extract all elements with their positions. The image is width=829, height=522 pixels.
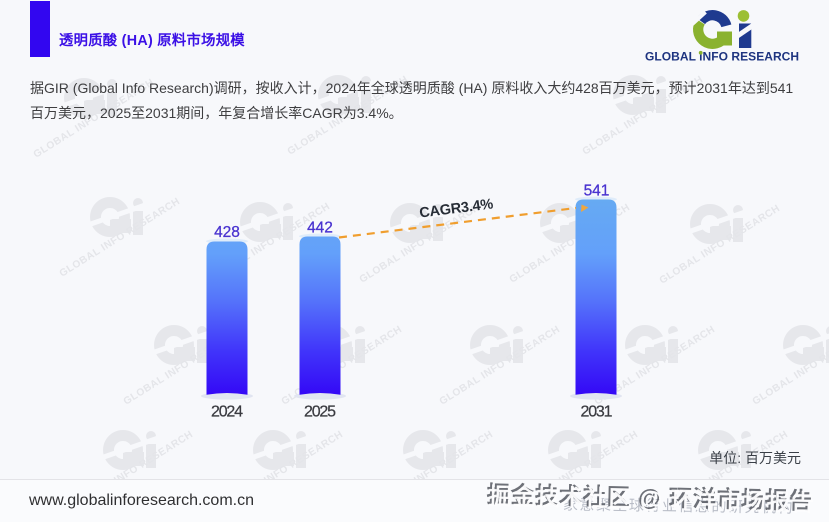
svg-text:541: 541 xyxy=(584,183,610,200)
svg-text:CAGR3.4%: CAGR3.4% xyxy=(418,196,494,221)
svg-text:GLOBAL ıNFO RESEARCH: GLOBAL ıNFO RESEARCH xyxy=(645,50,799,64)
svg-text:2025: 2025 xyxy=(304,404,336,421)
svg-text:2031: 2031 xyxy=(581,404,613,421)
svg-text:2024: 2024 xyxy=(211,404,243,421)
svg-text:442: 442 xyxy=(307,220,333,237)
svg-text:428: 428 xyxy=(214,224,240,241)
